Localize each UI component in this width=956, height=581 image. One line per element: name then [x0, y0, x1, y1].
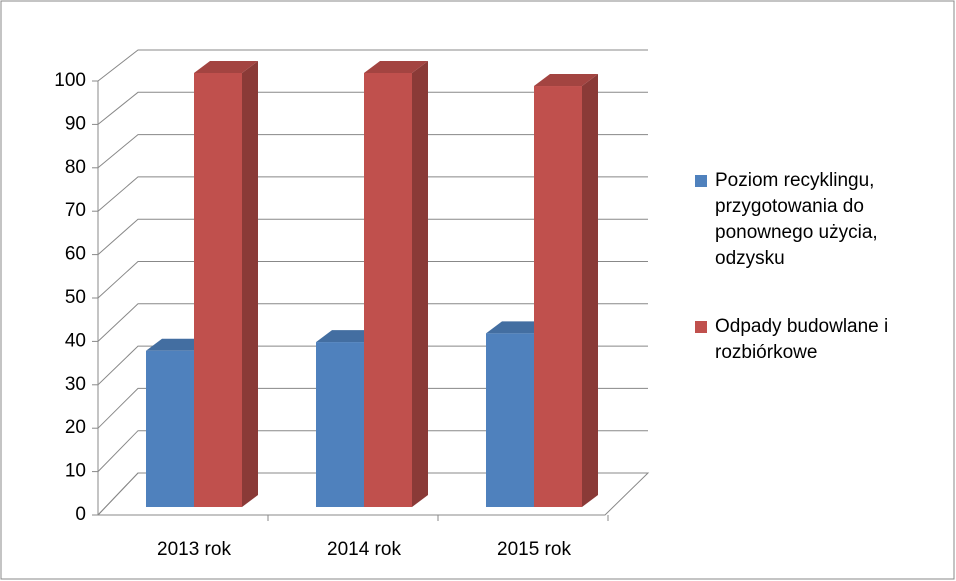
grid-line: [97, 472, 648, 516]
y-tick-label: 20: [65, 417, 86, 438]
bar-side: [412, 61, 428, 507]
bar: [534, 86, 582, 508]
bar: [364, 73, 412, 507]
y-tick-label: 80: [65, 157, 86, 178]
bar-side: [582, 74, 598, 508]
bar-top: [194, 61, 258, 73]
y-tick-label: 40: [65, 330, 86, 351]
x-tick-label: 2013 rok: [157, 539, 231, 560]
bar-side: [242, 61, 258, 507]
bar: [146, 350, 194, 507]
grid-line: [97, 91, 648, 125]
bar: [194, 73, 242, 507]
legend-label: Poziom recyklingu, przygotowania do pono…: [715, 170, 878, 269]
y-tick-label: 60: [65, 244, 86, 265]
legend-label: Odpady budowlane i rozbiórkowe: [715, 316, 889, 363]
bar: [486, 333, 534, 507]
y-tick-label: 90: [65, 113, 86, 134]
y-tick-label: 100: [54, 70, 86, 91]
x-tick-label: 2015 rok: [497, 539, 571, 560]
bar: [316, 342, 364, 507]
y-tick-label: 0: [75, 504, 86, 525]
y-tick-label: 50: [65, 287, 86, 308]
grid-line: [97, 303, 648, 342]
grid-line: [97, 261, 648, 299]
grid-line: [97, 387, 648, 429]
y-tick-label: 10: [65, 461, 86, 482]
bar-top: [364, 61, 428, 73]
grid-line: [97, 49, 648, 82]
grid-line: [97, 430, 648, 472]
grid-line: [97, 345, 648, 386]
grid-line: [97, 134, 648, 169]
x-tick-label: 2014 rok: [327, 539, 401, 560]
legend-swatch: [695, 175, 707, 187]
bar-top: [534, 74, 598, 87]
legend-swatch: [695, 321, 707, 333]
grid-line: [97, 176, 648, 212]
y-tick-label: 70: [65, 200, 86, 221]
grid-line: [97, 218, 648, 255]
y-tick-label: 30: [65, 374, 86, 395]
